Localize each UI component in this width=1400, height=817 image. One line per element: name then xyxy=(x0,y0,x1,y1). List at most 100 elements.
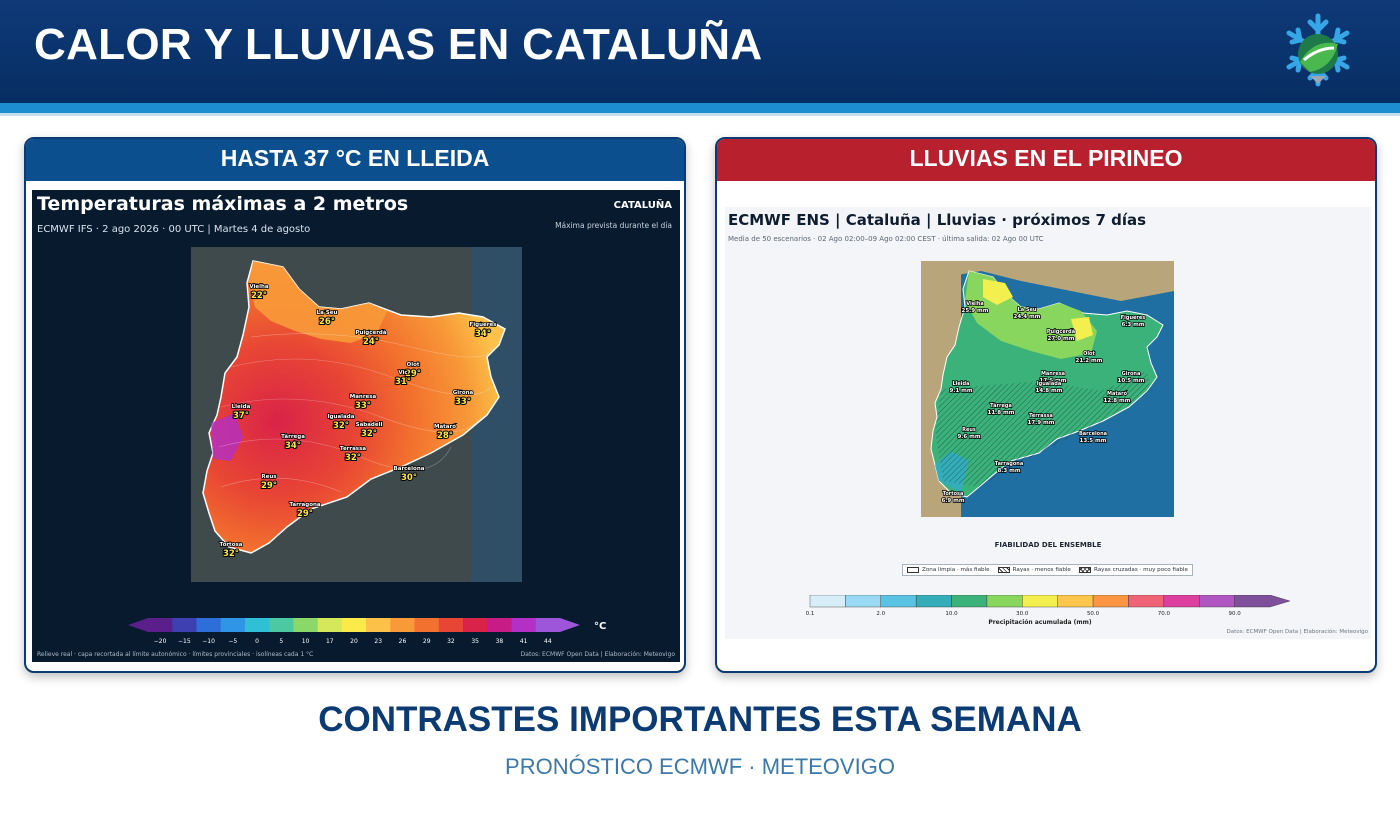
city-temperature-value: 32° xyxy=(345,453,361,463)
city-temperature-value: 37° xyxy=(233,411,249,421)
reliability-hatch: Rayas · menos fiable xyxy=(997,567,1071,573)
city-name: Puigcerdà xyxy=(1047,328,1075,335)
city-name: Reus xyxy=(962,427,976,433)
colorbar-tick-label: 0.1 xyxy=(806,611,815,617)
pyrenees-cool-zone xyxy=(249,261,387,343)
colorbar-tick-label: 20 xyxy=(350,638,358,645)
uncertainty-hatching xyxy=(935,371,1151,487)
colorbar-tick-label: 35 xyxy=(471,638,479,645)
temperature-map-title: Temperaturas máximas a 2 metros xyxy=(37,193,409,215)
rain-map-credit: Datos: ECMWF Open Data | Elaboración: Me… xyxy=(1226,629,1368,635)
rain-panel-heading: LLUVIAS EN EL PIRINEO xyxy=(717,139,1375,181)
inland-terrain xyxy=(921,261,1174,301)
rain-panel: LLUVIAS EN EL PIRINEO ECMWF ENS | Catalu… xyxy=(715,137,1377,673)
hatch-swatch xyxy=(997,567,1010,573)
reliability-clean-label: Zona limpia · más fiable xyxy=(922,567,990,573)
colorbar-segment xyxy=(511,618,537,632)
city-marker xyxy=(409,361,413,365)
city-name: Igualada xyxy=(1037,381,1061,387)
colorbar-segment xyxy=(809,595,846,608)
colorbar-segment xyxy=(915,595,952,608)
city-name: La Seu xyxy=(317,310,338,316)
reliability-clean: Zona limpia · más fiable xyxy=(907,567,990,573)
colorbar-tick-label: 2.0 xyxy=(876,611,885,617)
city-temperature-value: 31° xyxy=(395,377,411,387)
city-name: Mataró xyxy=(1107,390,1128,397)
city-name: Vielha xyxy=(249,284,269,290)
colorbar-segment xyxy=(463,618,488,632)
colorbar-segment xyxy=(845,595,881,608)
bottom-subtitle: PRONÓSTICO ECMWF · METEOVIGO xyxy=(505,754,895,779)
city-marker xyxy=(237,403,241,407)
city-temperature-value: 29° xyxy=(261,481,277,491)
catalonia-shape xyxy=(202,260,506,554)
city-rain-value: 8.3 mm xyxy=(997,468,1020,474)
colorbar-segment xyxy=(1022,595,1058,608)
temperature-unit: °C xyxy=(594,621,607,632)
city-name: Terrassa xyxy=(340,446,366,452)
colorbar-segment xyxy=(293,618,318,632)
cross-hatch-swatch xyxy=(1078,567,1091,573)
bottom-title: CONTRASTES IMPORTANTES ESTA SEMANA xyxy=(318,700,1082,739)
city-rain-value: 21.2 mm xyxy=(1076,358,1103,364)
colorbar-segment xyxy=(986,595,1023,608)
city-name: Lleida xyxy=(953,381,970,387)
city-name: Barcelona xyxy=(1079,431,1107,437)
colorbar-tick-label: 5 xyxy=(279,638,283,645)
colorbar-segment xyxy=(1057,595,1094,608)
colorbar-segment xyxy=(1092,595,1129,608)
colorbar-segment xyxy=(196,618,222,632)
colorbar-segment xyxy=(535,618,561,632)
colorbar-tick-label: 17 xyxy=(326,638,334,645)
city-marker xyxy=(255,283,259,287)
city-marker xyxy=(479,321,483,325)
colorbar-segment xyxy=(1163,595,1200,608)
rain-map-title: ECMWF ENS | Cataluña | Lluvias · próximo… xyxy=(728,211,1147,229)
city-temperature-value: 33° xyxy=(355,401,371,411)
reliability-cross: Rayas cruzadas · muy poco fiable xyxy=(1078,567,1188,573)
reliability-title: FIABILIDAD DEL ENSEMBLE xyxy=(994,541,1102,549)
city-rain-value: 13.5 mm xyxy=(1080,438,1107,444)
city-temperature-value: 29° xyxy=(297,509,313,519)
temperature-footer-right: Datos: ECMWF Open Data | Elaboración: Me… xyxy=(520,651,675,658)
city-name: Puigcerdà xyxy=(355,329,386,336)
header-accent-stripe xyxy=(0,103,1400,113)
city-marker xyxy=(265,473,269,477)
hot-spot-lleida xyxy=(211,413,243,461)
city-rain-value: 11.8 mm xyxy=(988,410,1015,416)
precipitation-colorbar: 0.1 2.0 10.0 30.0 50.0 70.0 90.0 Precipitación … xyxy=(806,595,1290,626)
colorbar-tick-label: 50.0 xyxy=(1087,611,1100,617)
colorbar-tick-label: 10.0 xyxy=(945,611,958,617)
city-rain-value: 10.5 mm xyxy=(1118,378,1145,384)
city-name: Vic xyxy=(398,370,407,376)
city-name: Figueres xyxy=(470,322,498,328)
colorbar-max-arrow xyxy=(560,618,580,632)
colorbar-tick-label: 26 xyxy=(399,638,407,645)
city-temperature-value: 33° xyxy=(455,397,471,407)
colorbar-segment xyxy=(244,618,270,632)
temperature-map-subtitle: ECMWF IFS · 2 ago 2026 · 00 UTC | Martes… xyxy=(37,224,311,235)
city-name: Figueres xyxy=(1121,315,1146,321)
city-rain-value: 14.8 mm xyxy=(1036,388,1063,394)
temperature-colorbar: −20 −15 −10 −5 0 5 10 17 20 23 26 29 32 35 38 41 44 xyxy=(128,618,580,645)
city-name: Tàrrega xyxy=(990,402,1012,409)
city-temperature-value: 28° xyxy=(437,431,453,441)
colorbar-tick-label: −20 xyxy=(154,638,167,645)
city-rain-value: 6.3 mm xyxy=(1121,322,1144,328)
colorbar-tick-label: 41 xyxy=(520,638,528,645)
rain-max-puigcerda xyxy=(1071,317,1093,341)
header-light-stripe xyxy=(0,113,1400,116)
city-name: Barcelona xyxy=(394,466,425,472)
colorbar-segment xyxy=(951,595,988,608)
city-rain-value: 6.9 mm xyxy=(941,498,964,504)
city-temperature-value: 30° xyxy=(401,473,417,483)
city-name: Olot xyxy=(1083,351,1095,357)
city-rain-value: 9.6 mm xyxy=(957,434,980,440)
colorbar-segment xyxy=(487,618,512,632)
colorbar-tick-label: 29 xyxy=(423,638,431,645)
colorbar-tick-label: 30.0 xyxy=(1016,611,1029,617)
city-temperature-value: 32° xyxy=(333,421,349,431)
